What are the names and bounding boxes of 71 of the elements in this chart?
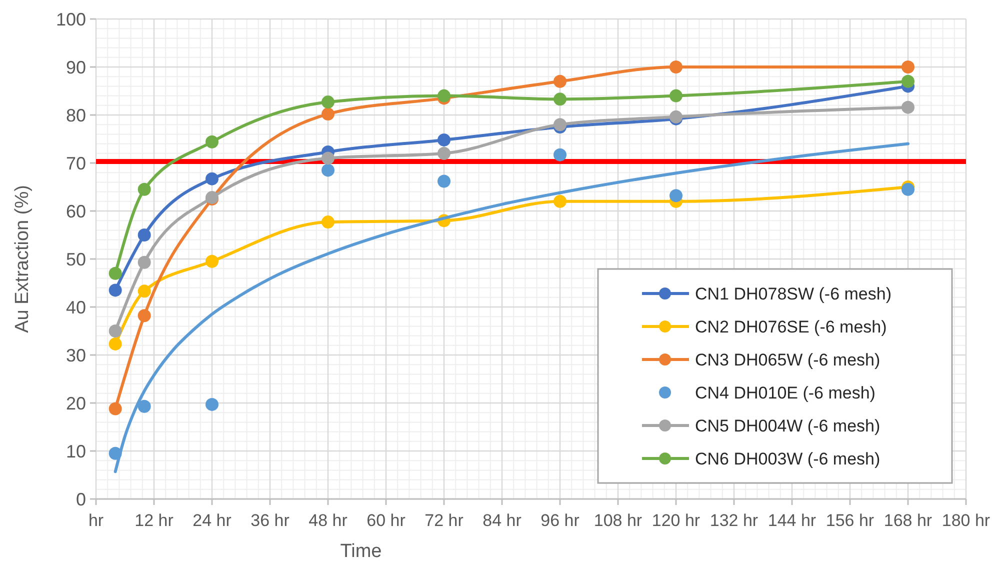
x-tick-label: 84 hr: [482, 511, 522, 530]
legend-label: CN3 DH065W (-6 mesh): [695, 350, 880, 370]
x-tick-label: 168 hr: [884, 511, 932, 530]
y-axis-title: Au Extraction (%): [12, 185, 33, 333]
point: [108, 284, 122, 297]
point: [206, 135, 218, 148]
point: [322, 96, 334, 109]
x-tick-label: 132 hr: [710, 511, 758, 530]
x-axis-title: Time: [340, 541, 382, 562]
x-tick-label: 12 hr: [134, 511, 174, 530]
point: [108, 266, 122, 280]
x-tick-label: 36 hr: [250, 511, 290, 530]
x-tick-label: 180 hr: [942, 511, 990, 530]
point: [138, 256, 151, 269]
legend-label: CN2 DH076SE (-6 mesh): [695, 317, 887, 336]
point: [554, 92, 566, 106]
point: [322, 152, 334, 165]
legend-label: CN5 DH004W (-6 mesh): [695, 416, 880, 436]
point: [670, 89, 682, 102]
y-tick-label: 40: [66, 297, 86, 318]
x-tick-label: 96 hr: [540, 511, 580, 530]
point: [438, 133, 450, 146]
y-tick-label: 10: [66, 441, 86, 462]
y-tick-label: 90: [66, 57, 86, 78]
point: [438, 146, 450, 160]
point: [138, 228, 151, 242]
point: [902, 74, 914, 88]
point: [554, 194, 566, 208]
point: [108, 324, 122, 338]
point: [206, 398, 218, 411]
point: [206, 172, 218, 186]
x-tick-label: 72 hr: [424, 511, 464, 530]
point: [108, 337, 122, 350]
point: [902, 100, 914, 114]
point: [438, 89, 450, 102]
point: [138, 309, 151, 322]
y-tick-label: 50: [66, 249, 86, 270]
y-tick-label: 80: [66, 105, 86, 126]
point: [138, 400, 151, 413]
point: [554, 118, 566, 132]
point: [902, 182, 914, 196]
legend-label: CN6 DH003W (-6 mesh): [695, 449, 880, 468]
point: [322, 164, 334, 177]
x-tick-label: 144 hr: [768, 511, 816, 530]
point: [670, 189, 682, 202]
point: [438, 174, 450, 188]
x-tick-label: 60 hr: [366, 511, 406, 530]
point: [138, 182, 151, 196]
y-tick-label: 100: [56, 9, 86, 30]
x-tick-label: hr: [88, 511, 104, 530]
point: [554, 148, 566, 162]
x-tick-label: 108 hr: [594, 511, 642, 530]
y-tick-label: 0: [76, 489, 86, 510]
x-tick-label: 24 hr: [192, 511, 232, 530]
point: [108, 402, 122, 416]
point: [902, 60, 914, 74]
point: [206, 254, 218, 268]
point: [670, 60, 682, 74]
x-tick-label: 120 hr: [652, 511, 700, 530]
point: [322, 108, 334, 121]
point: [554, 74, 566, 88]
point: [138, 284, 151, 298]
point: [322, 216, 334, 229]
x-tick-label: 48 hr: [308, 511, 348, 530]
y-tick-label: 20: [66, 393, 86, 414]
y-tick-label: 60: [66, 201, 86, 222]
y-tick-label: 70: [66, 153, 86, 174]
x-tick-label: 156 hr: [826, 511, 874, 530]
y-tick-label: 30: [66, 345, 86, 366]
legend-label: CN4 DH010E (-6 mesh): [695, 383, 876, 402]
legend-label: CN1 DH078SW (-6 mesh): [695, 284, 892, 304]
